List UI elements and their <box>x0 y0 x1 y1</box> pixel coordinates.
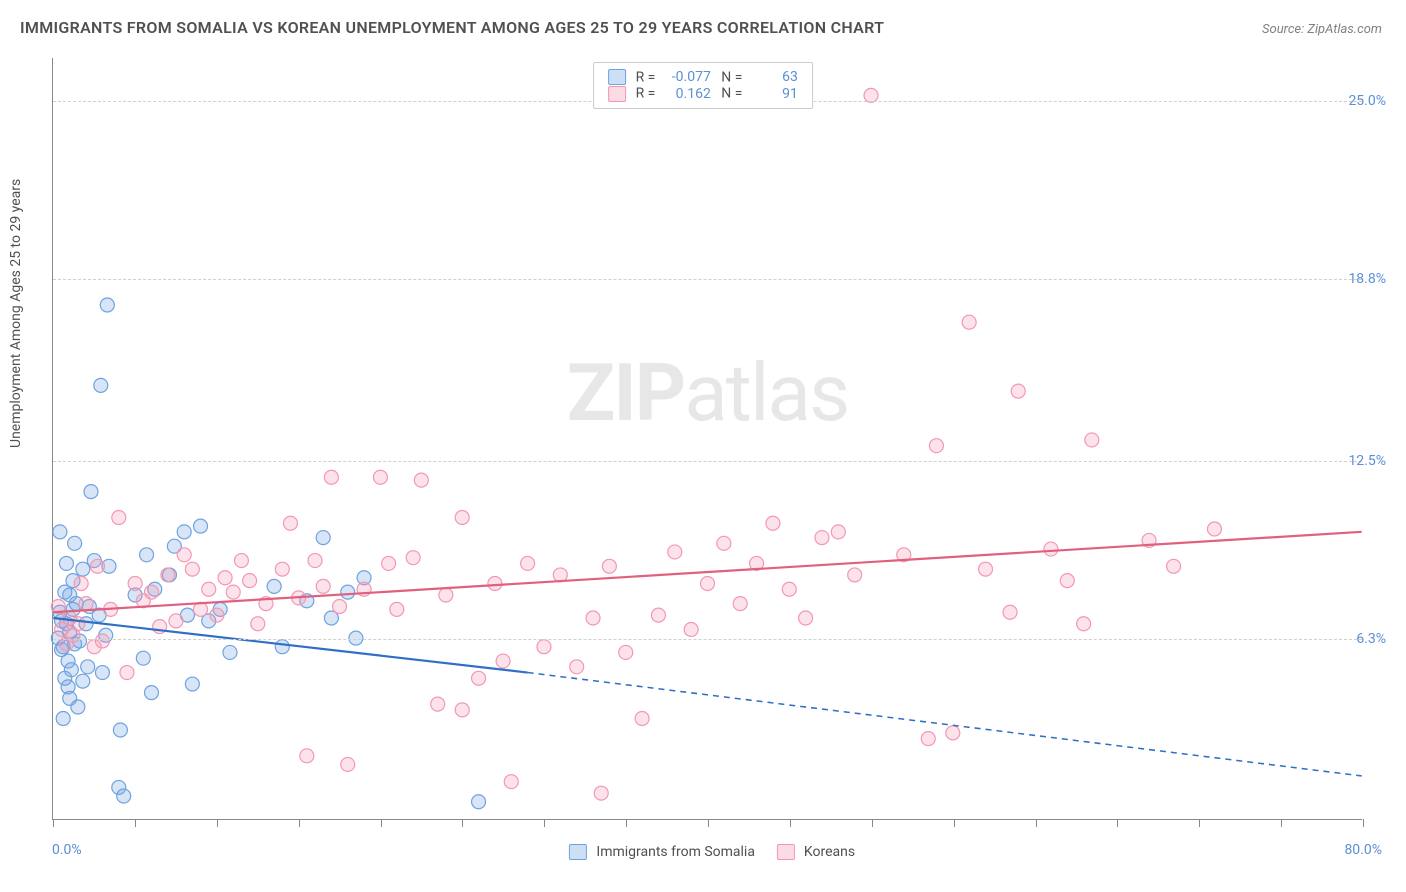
series-legend: Immigrants from Somalia Koreans <box>551 844 855 860</box>
source-attribution: Source: ZipAtlas.com <box>1262 22 1382 37</box>
regression-line-dashed <box>528 673 1362 776</box>
legend-swatch-0 <box>569 844 587 860</box>
legend-label-0: Immigrants from Somalia <box>596 844 755 860</box>
regression-layer <box>53 58 1362 819</box>
x-tick <box>954 819 955 827</box>
y-tick-label: 25.0% <box>1348 93 1386 109</box>
x-tick <box>544 819 545 827</box>
x-axis-max-label: 80.0% <box>1344 842 1382 858</box>
x-tick <box>626 819 627 827</box>
x-tick <box>381 819 382 827</box>
x-axis-min-label: 0.0% <box>52 842 82 858</box>
x-tick <box>1363 819 1364 827</box>
x-tick <box>462 819 463 827</box>
chart-title: IMMIGRANTS FROM SOMALIA VS KOREAN UNEMPL… <box>20 18 884 37</box>
stats-legend: R = -0.077 N = 63 R = 0.162 N = 91 <box>593 62 813 109</box>
grid-line <box>53 279 1362 280</box>
x-tick <box>790 819 791 827</box>
stats-row-series-1: R = 0.162 N = 91 <box>608 85 798 101</box>
regression-line <box>53 532 1361 612</box>
swatch-series-1 <box>608 86 626 102</box>
x-tick <box>217 819 218 827</box>
grid-line <box>53 461 1362 462</box>
x-tick <box>872 819 873 827</box>
x-tick <box>1281 819 1282 827</box>
x-tick <box>1199 819 1200 827</box>
x-tick <box>135 819 136 827</box>
y-tick-label: 18.8% <box>1348 271 1386 287</box>
y-axis-label: Unemployment Among Ages 25 to 29 years <box>8 179 24 448</box>
x-tick <box>708 819 709 827</box>
legend-swatch-1 <box>776 844 794 860</box>
y-tick-label: 6.3% <box>1356 631 1386 647</box>
x-tick <box>1036 819 1037 827</box>
x-tick <box>299 819 300 827</box>
regression-line <box>53 618 527 673</box>
stats-row-series-0: R = -0.077 N = 63 <box>608 69 798 85</box>
x-tick <box>53 819 54 827</box>
plot-area: ZIPatlas <box>52 58 1362 820</box>
y-tick-label: 12.5% <box>1348 453 1386 469</box>
grid-line <box>53 639 1362 640</box>
x-tick <box>1117 819 1118 827</box>
legend-label-1: Koreans <box>804 844 855 860</box>
swatch-series-0 <box>608 69 626 85</box>
